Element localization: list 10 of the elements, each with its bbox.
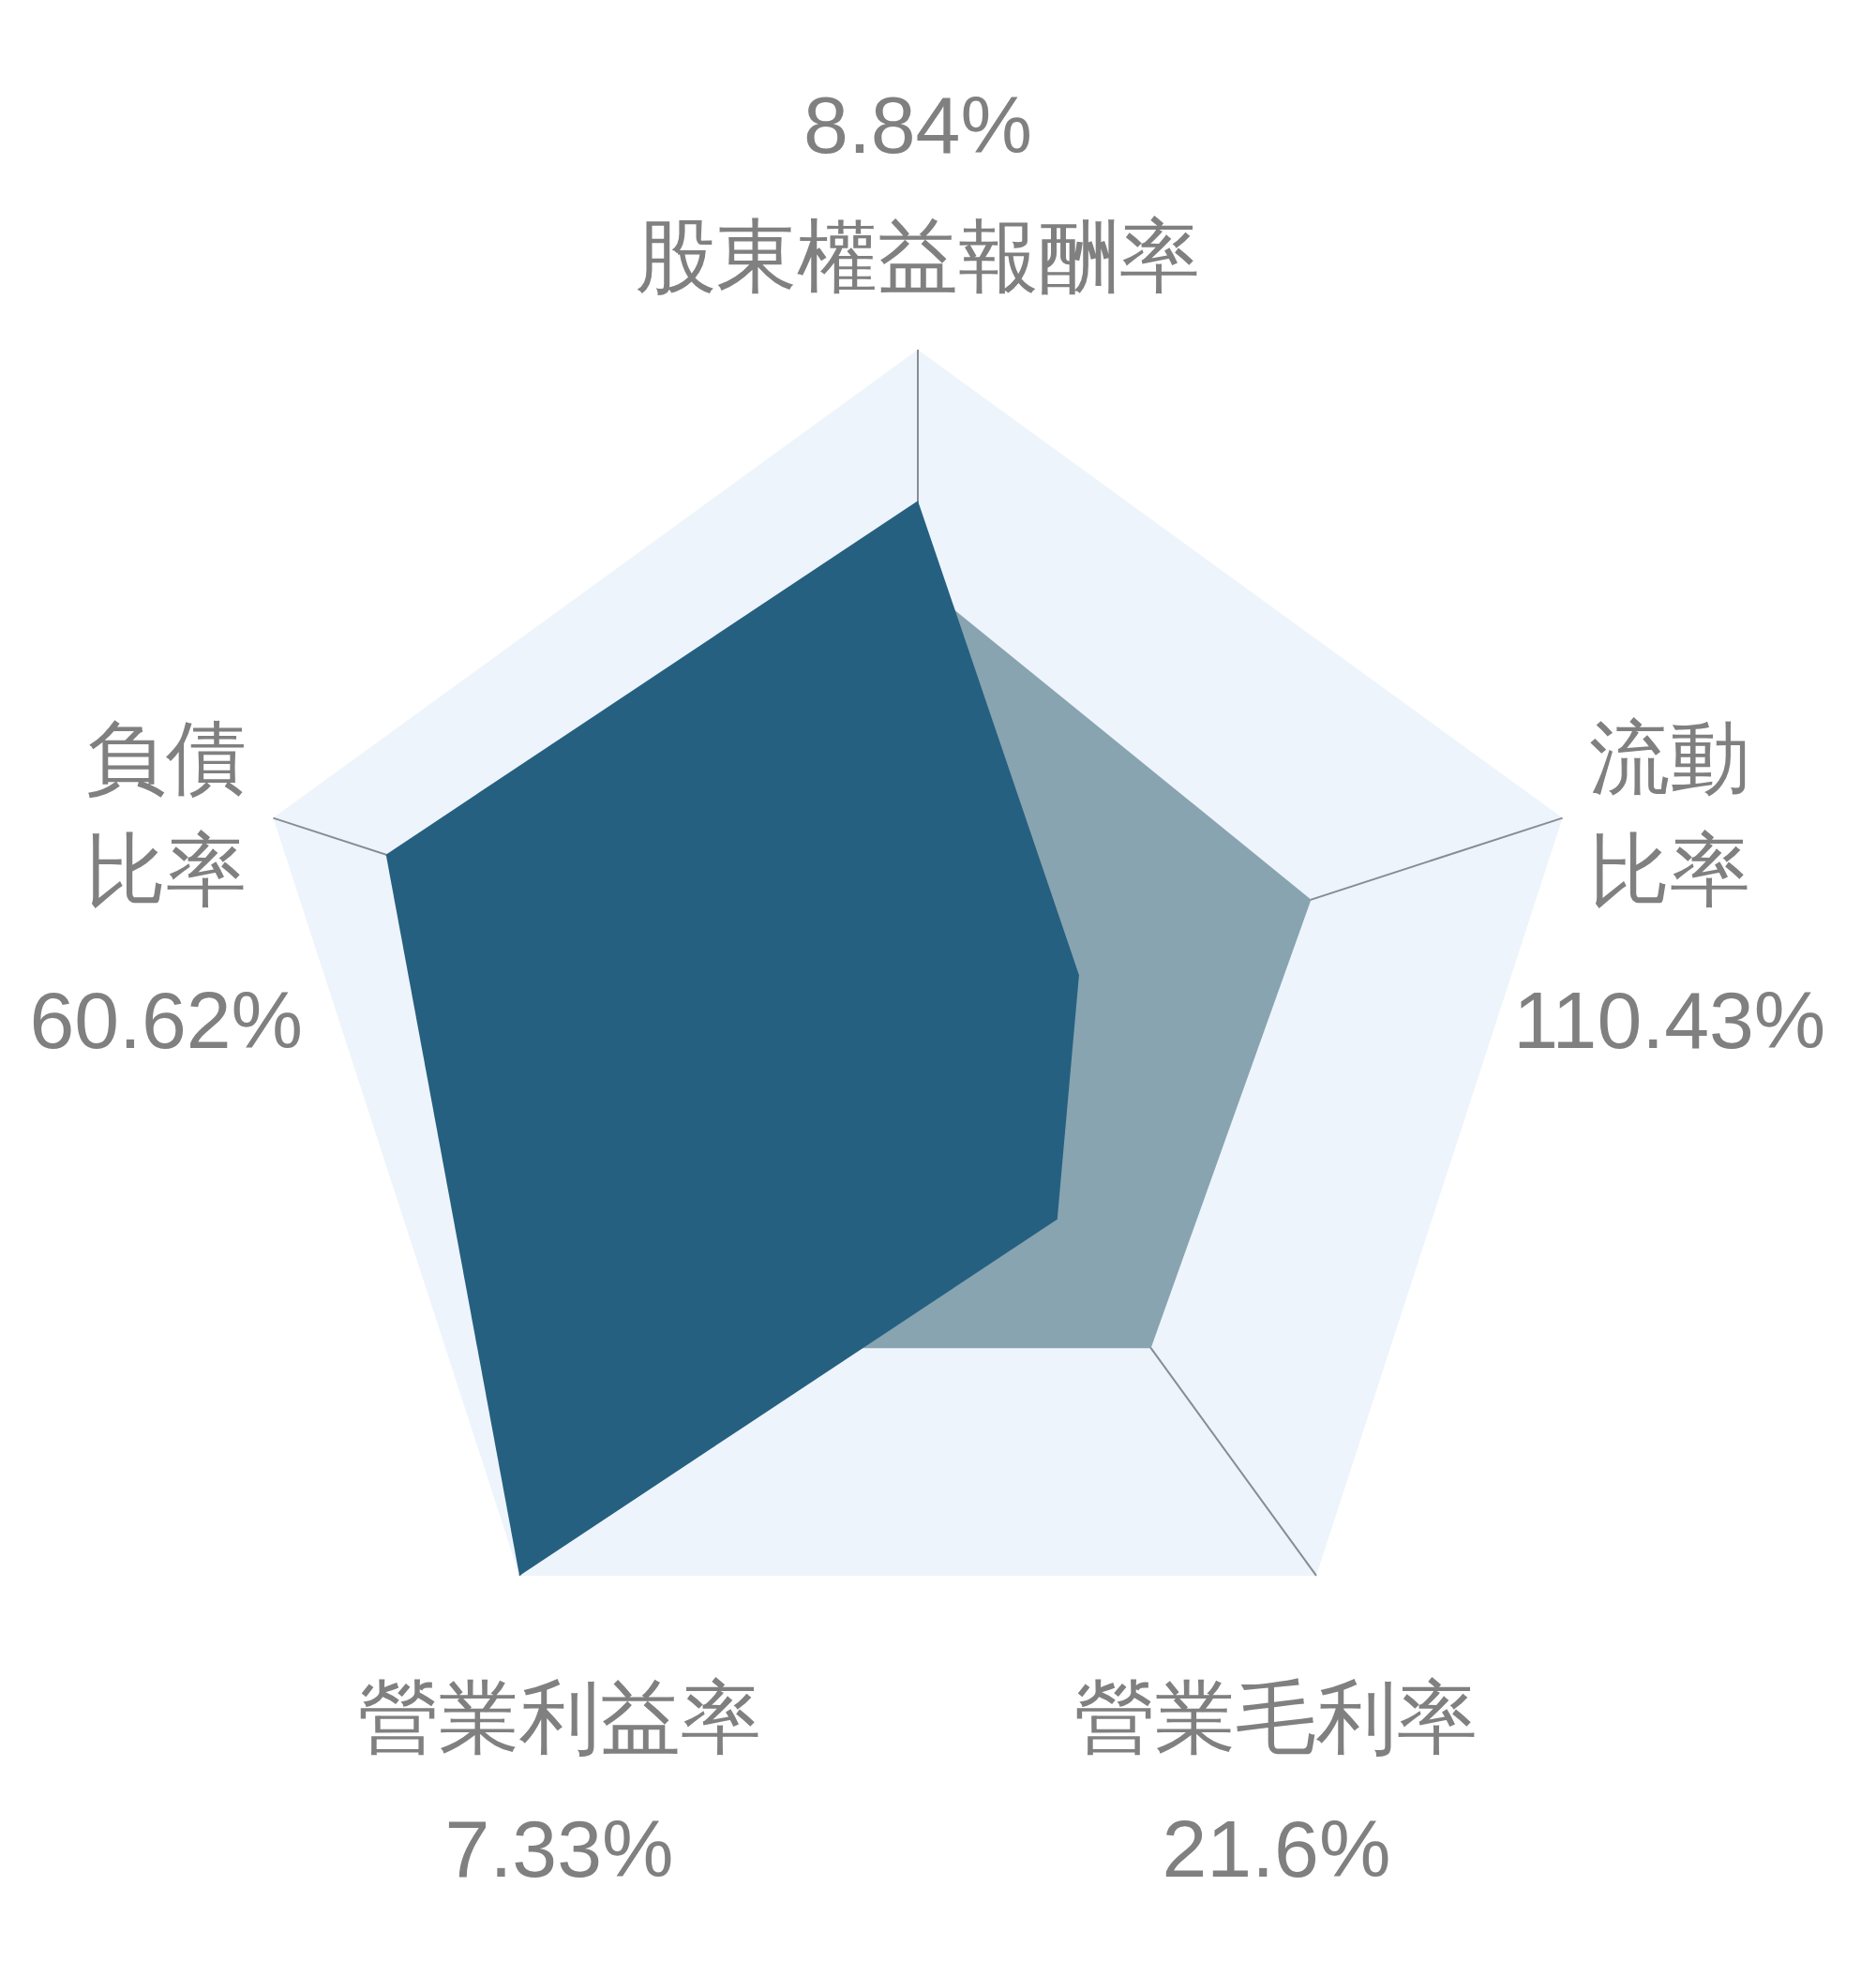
spoke-label: 負債比率	[85, 711, 248, 915]
text: 8.84%	[803, 80, 1032, 170]
spoke-label: 營業利益率	[357, 1671, 761, 1762]
text: 60.62%	[29, 974, 304, 1065]
text: 21.6%	[1162, 1803, 1391, 1894]
spoke-label: 流動比率	[1588, 711, 1750, 915]
spoke-label: 股東權益報酬率	[636, 211, 1200, 301]
text: 7.33%	[444, 1803, 674, 1894]
spoke-label: 營業毛利率	[1074, 1671, 1478, 1762]
text: 110.43%	[1513, 974, 1826, 1065]
